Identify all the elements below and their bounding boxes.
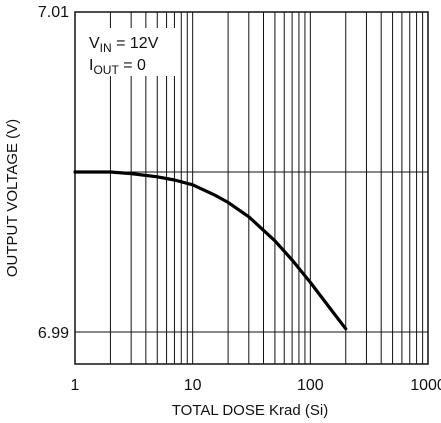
series-layer bbox=[73, 170, 348, 331]
x-tick-label: 100 bbox=[297, 377, 324, 394]
y-tick-label: 7.01 bbox=[38, 4, 69, 21]
x-tick-label: 10 bbox=[184, 377, 202, 394]
y-tick-labels: 6.99 7.01 bbox=[38, 4, 69, 342]
y-tick-label: 6.99 bbox=[38, 325, 69, 342]
x-axis-title: TOTAL DOSE Krad (Si) bbox=[172, 402, 328, 419]
annotation-vin: VIN = 12V bbox=[89, 35, 159, 55]
plot-frame bbox=[74, 11, 429, 365]
annotation-iout: IOUT = 0 bbox=[89, 57, 146, 77]
x-tick-labels: 1 10 100 1000 bbox=[71, 377, 441, 394]
x-tick-label: 1 bbox=[71, 377, 80, 394]
y-axis-title: OUTPUT VOLTAGE (V) bbox=[4, 119, 21, 277]
series-line bbox=[73, 170, 348, 331]
annotation-background bbox=[84, 28, 180, 76]
x-tick-label: 1000 bbox=[410, 377, 441, 394]
